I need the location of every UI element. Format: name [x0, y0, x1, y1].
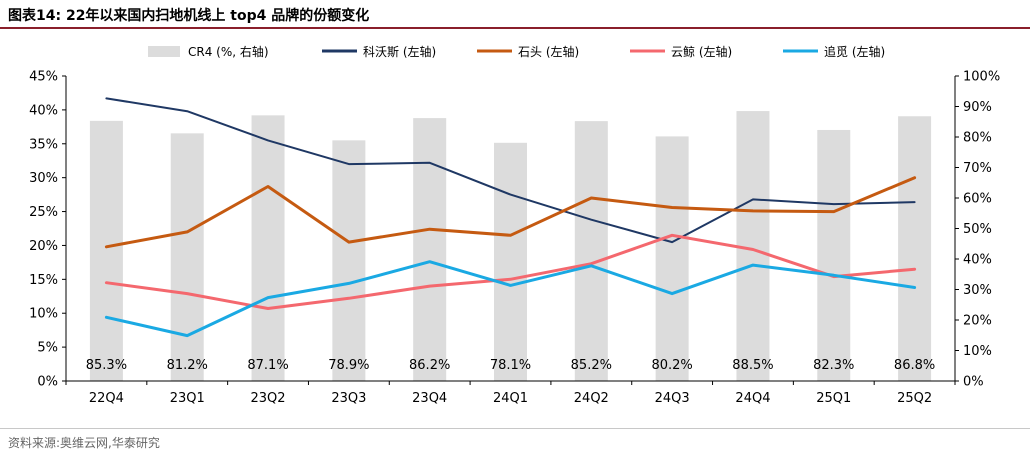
cr4-bar-label: 78.9%: [328, 358, 369, 373]
cr4-bar: [736, 111, 770, 381]
y-left-tick-label: 15%: [29, 273, 58, 288]
axes: 0% 5% 10% 15% 20% 25% 30% 35% 40% 45% 0% 10% 20% 30% 4…: [29, 70, 1000, 407]
x-tick-label: 25Q1: [816, 391, 851, 406]
cr4-bar: [170, 133, 204, 381]
cr4-bar: [413, 118, 447, 381]
y-left-tick-label: 0%: [37, 375, 58, 390]
legend-label: CR4 (%, 右轴): [188, 44, 269, 59]
y-right-tick-label: 0%: [963, 375, 984, 390]
x-tick-label: 24Q2: [574, 391, 609, 406]
y-right-tick-label: 70%: [963, 161, 992, 176]
bar-series: 85.3% 81.2% 87.1% 78.9% 86.2% 78.1% 85.2% 80.2%…: [86, 111, 935, 382]
legend-item-3: 石头 (左轴): [477, 44, 579, 59]
y-right-tick-label: 40%: [963, 253, 992, 268]
cr4-bar-label: 86.2%: [409, 358, 450, 373]
cr4-bar-label: 81.2%: [167, 358, 208, 373]
legend-label: 石头 (左轴): [518, 44, 579, 59]
legend-label: 追觅 (左轴): [824, 44, 885, 59]
line-series: [104, 97, 917, 338]
cr4-bar: [251, 115, 285, 381]
y-right-tick-label: 30%: [963, 283, 992, 298]
chart-title: 图表14: 22年以来国内扫地机线上 top4 品牌的份额变化: [8, 8, 370, 24]
cr4-bar-label: 85.2%: [571, 358, 612, 373]
y-left-tick-label: 30%: [29, 171, 58, 186]
line-series-4: [104, 260, 917, 338]
y-right-tick-label: 60%: [963, 192, 992, 207]
y-left-tick-label: 40%: [29, 103, 58, 118]
line-series-3: [104, 233, 917, 310]
y-left-tick-label: 20%: [29, 239, 58, 254]
cr4-bar-label: 82.3%: [813, 358, 854, 373]
source-note: 资料来源:奥维云网,华泰研究: [8, 436, 160, 450]
line-series-1: [105, 97, 916, 244]
cr4-bar: [89, 120, 123, 382]
x-tick-label: 23Q3: [331, 391, 366, 406]
y-left-tick-label: 5%: [37, 341, 58, 356]
x-tick-label: 24Q3: [655, 391, 690, 406]
cr4-bar: [332, 140, 366, 381]
legend-label: 云鲸 (左轴): [671, 44, 732, 59]
y-left-tick-label: 10%: [29, 307, 58, 322]
chart: CR4 (%, 右轴) 科沃斯 (左轴) 石头 (左轴) 云鲸 (左轴) 追觅 (左轴)…: [29, 44, 1000, 407]
legend-item-2: 科沃斯 (左轴): [322, 44, 436, 59]
y-right-tick-label: 50%: [963, 222, 992, 237]
cr4-bar: [655, 136, 689, 381]
cr4-bar-label: 86.8%: [894, 358, 935, 373]
legend-label: 科沃斯 (左轴): [363, 44, 436, 59]
cr4-bar-label: 78.1%: [490, 358, 531, 373]
x-tick-label: 23Q4: [412, 391, 447, 406]
cr4-bar-label: 88.5%: [732, 358, 773, 373]
legend-item-5: 追觅 (左轴): [783, 44, 885, 59]
cr4-bar: [574, 121, 608, 381]
y-right-tick-label: 100%: [963, 70, 1000, 85]
cr4-bar: [898, 116, 932, 381]
y-left-tick-label: 35%: [29, 137, 58, 152]
x-tick-label: 22Q4: [89, 391, 124, 406]
x-tick-label: 24Q4: [735, 391, 770, 406]
x-tick-label: 23Q1: [170, 391, 205, 406]
x-tick-label: 25Q2: [897, 391, 932, 406]
cr4-bar-label: 85.3%: [86, 358, 127, 373]
line-series-2: [104, 176, 917, 249]
y-left-tick-label: 45%: [29, 70, 58, 85]
y-right-tick-label: 10%: [963, 344, 992, 359]
footer-divider: [0, 428, 1030, 429]
y-right-tick-label: 90%: [963, 100, 992, 115]
legend-item-1: CR4 (%, 右轴): [148, 44, 269, 59]
legend-swatch: [148, 46, 180, 57]
x-tick-label: 23Q2: [251, 391, 286, 406]
x-tick-label: 24Q1: [493, 391, 528, 406]
cr4-bar: [817, 129, 851, 381]
legend: CR4 (%, 右轴) 科沃斯 (左轴) 石头 (左轴) 云鲸 (左轴) 追觅 (左轴): [148, 44, 885, 59]
y-left-tick-label: 25%: [29, 205, 58, 220]
cr4-bar-label: 80.2%: [651, 358, 692, 373]
cr4-bar-label: 87.1%: [247, 358, 288, 373]
legend-item-4: 云鲸 (左轴): [630, 44, 732, 59]
title-divider: [0, 27, 1030, 29]
cr4-bar: [494, 142, 527, 381]
y-right-tick-label: 80%: [963, 131, 992, 146]
y-right-tick-label: 20%: [963, 314, 992, 329]
